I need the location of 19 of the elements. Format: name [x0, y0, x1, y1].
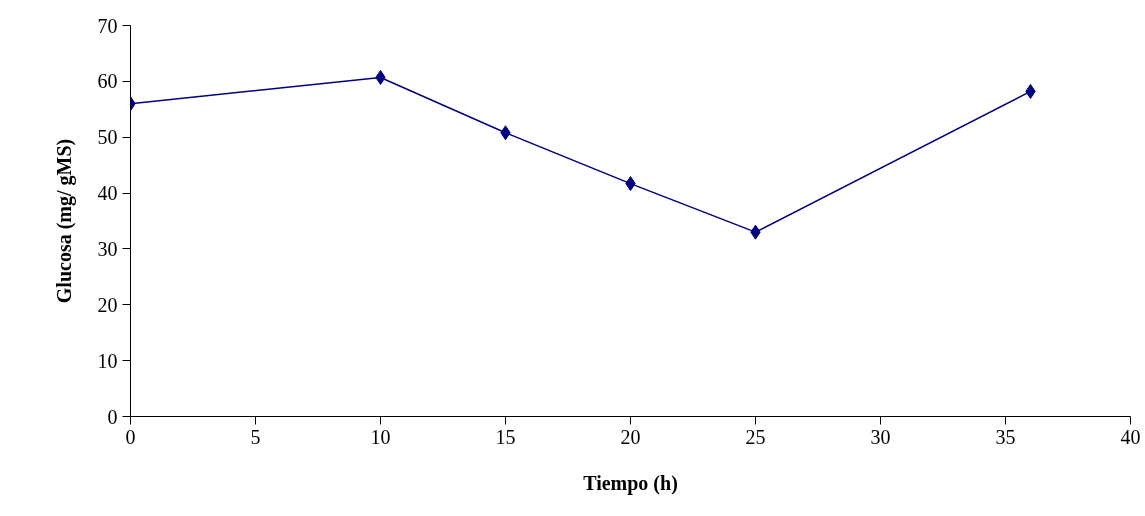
x-tick-label: 0 [125, 425, 136, 448]
y-tick-label: 50 [97, 126, 118, 149]
x-tick-label: 10 [370, 425, 391, 448]
y-axis-title: Glucosa (mg/ gMS) [52, 138, 76, 304]
y-tick-label: 30 [97, 237, 118, 260]
x-tick-label: 30 [870, 425, 891, 448]
x-tick-label: 20 [620, 425, 641, 448]
x-tick-label: 15 [495, 425, 516, 448]
y-tick-label: 60 [97, 70, 118, 93]
y-tick-label: 70 [97, 14, 118, 37]
y-tick-label: 20 [97, 293, 118, 316]
y-tick-label: 10 [97, 349, 118, 372]
y-tick-label: 0 [107, 405, 118, 428]
x-tick-label: 5 [250, 425, 261, 448]
x-axis-title: Tiempo (h) [583, 471, 678, 495]
x-tick-label: 40 [1120, 425, 1141, 448]
x-tick-label: 25 [745, 425, 766, 448]
y-tick-label: 40 [97, 182, 118, 205]
x-tick-label: 35 [995, 425, 1016, 448]
